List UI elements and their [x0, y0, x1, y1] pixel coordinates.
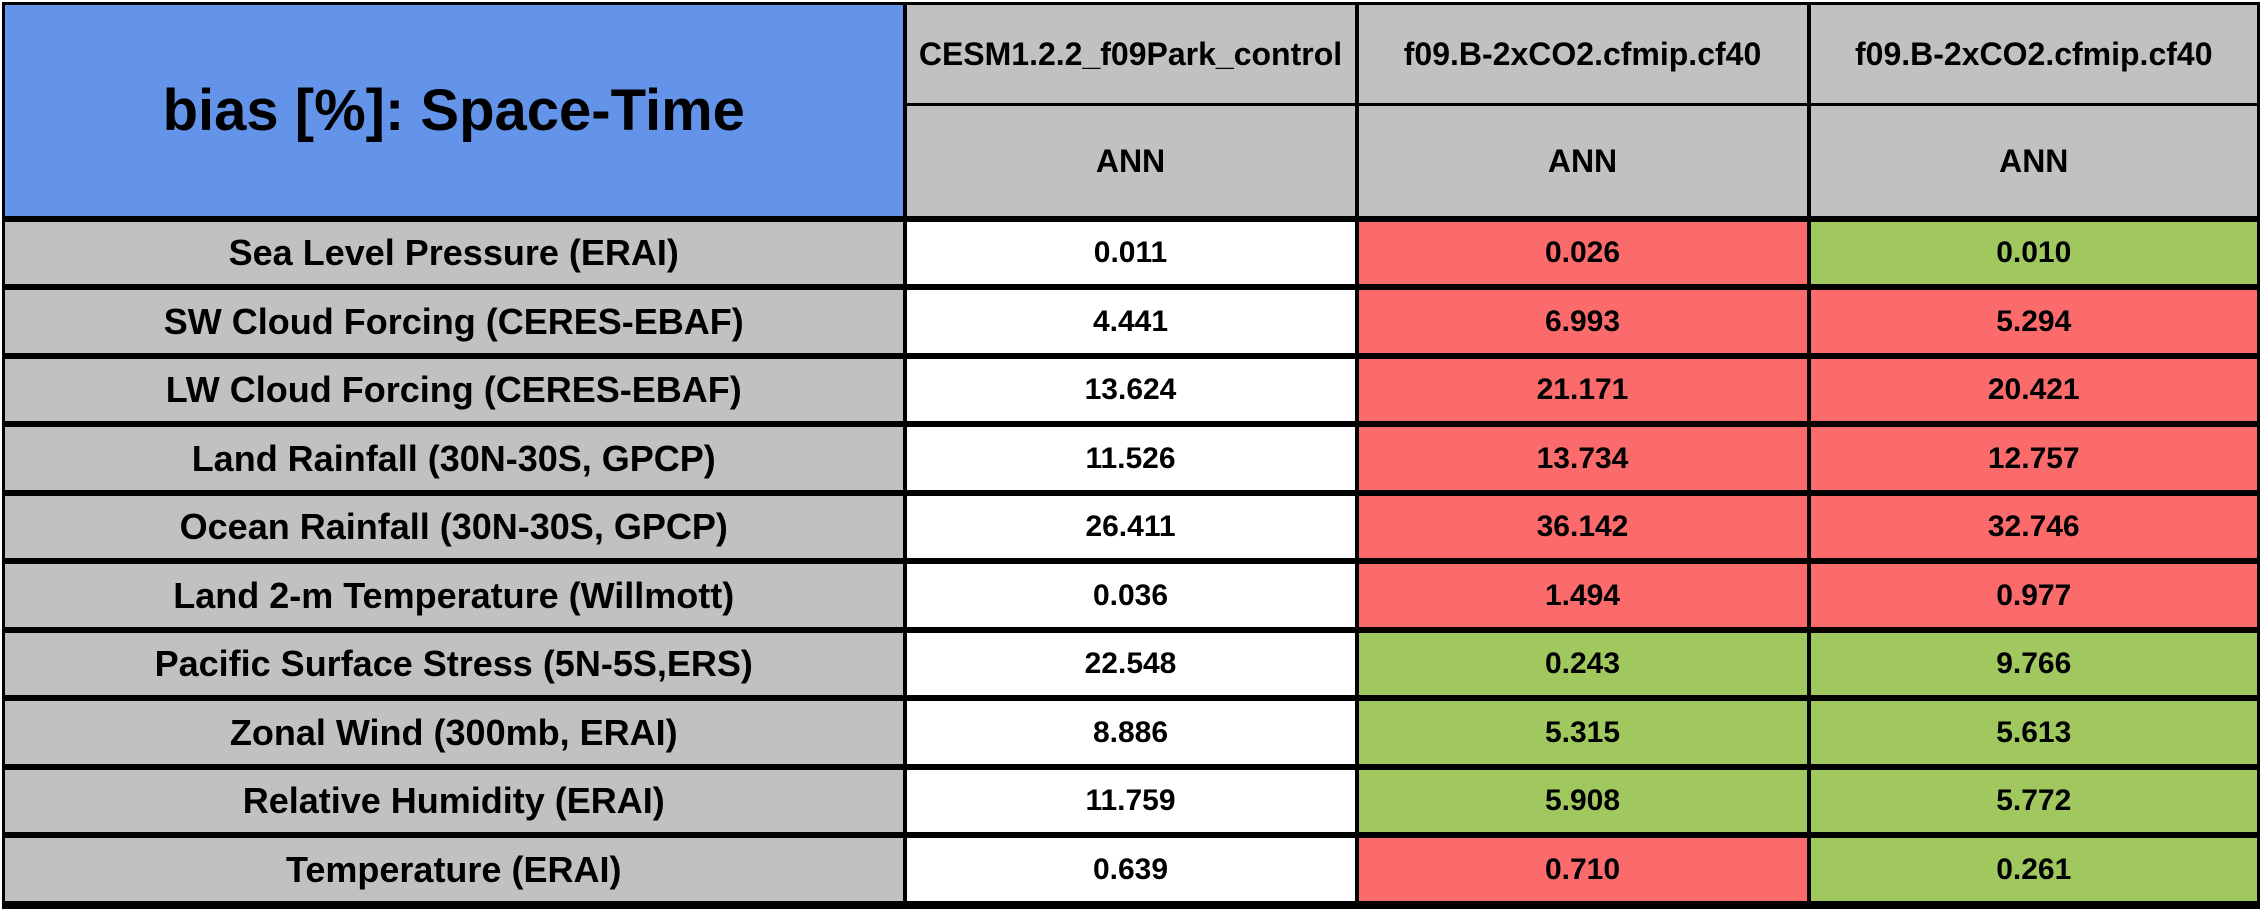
value-cell: 13.624 — [902, 352, 1359, 428]
table-row: Relative Humidity (ERAI) 11.759 5.908 5.… — [2, 763, 2260, 839]
value-cell: 5.294 — [1806, 284, 2260, 359]
table-row: LW Cloud Forcing (CERES-EBAF) 13.624 21.… — [2, 352, 2260, 428]
row-label: Pacific Surface Stress (5N-5S,ERS) — [2, 626, 907, 702]
value-cell: 0.026 — [1354, 215, 1811, 291]
column-header-model-2: f09.B-2xCO2.cfmip.cf40 — [1354, 2, 1811, 106]
row-label: Ocean Rainfall (30N-30S, GPCP) — [2, 489, 907, 565]
value-cell: 4.441 — [902, 284, 1359, 359]
column-header-season-1: ANN — [902, 103, 1359, 222]
value-cell: 0.977 — [1806, 558, 2260, 633]
value-cell: 5.772 — [1806, 763, 2260, 839]
value-cell: 12.757 — [1806, 421, 2260, 496]
row-label: Relative Humidity (ERAI) — [2, 763, 907, 839]
value-cell: 0.243 — [1354, 626, 1811, 702]
row-label: LW Cloud Forcing (CERES-EBAF) — [2, 352, 907, 428]
value-cell: 0.011 — [902, 215, 1359, 291]
row-label: Temperature (ERAI) — [2, 832, 907, 909]
table-row: Sea Level Pressure (ERAI) 0.011 0.026 0.… — [2, 215, 2260, 291]
value-cell: 5.908 — [1354, 763, 1811, 839]
row-label: Sea Level Pressure (ERAI) — [2, 215, 907, 291]
value-cell: 8.886 — [902, 695, 1359, 770]
column-header-model-3: f09.B-2xCO2.cfmip.cf40 — [1806, 2, 2260, 106]
table-row: Land 2-m Temperature (Willmott) 0.036 1.… — [2, 558, 2260, 633]
value-cell: 5.613 — [1806, 695, 2260, 770]
value-cell: 22.548 — [902, 626, 1359, 702]
value-cell: 0.639 — [902, 832, 1359, 909]
table-title: bias [%]: Space-Time — [2, 2, 907, 222]
value-cell: 36.142 — [1354, 489, 1811, 565]
value-cell: 0.036 — [902, 558, 1359, 633]
value-cell: 1.494 — [1354, 558, 1811, 633]
value-cell: 5.315 — [1354, 695, 1811, 770]
value-cell: 32.746 — [1806, 489, 2260, 565]
value-cell: 0.261 — [1806, 832, 2260, 909]
table-body: Sea Level Pressure (ERAI) 0.011 0.026 0.… — [2, 215, 2260, 909]
row-label: Land Rainfall (30N-30S, GPCP) — [2, 421, 907, 496]
value-cell: 21.171 — [1354, 352, 1811, 428]
column-header-season-3: ANN — [1806, 103, 2260, 222]
table-row: Land Rainfall (30N-30S, GPCP) 11.526 13.… — [2, 421, 2260, 496]
column-header-season-2: ANN — [1354, 103, 1811, 222]
column-header-model-1: CESM1.2.2_f09Park_control — [902, 2, 1359, 106]
table-row: SW Cloud Forcing (CERES-EBAF) 4.441 6.99… — [2, 284, 2260, 359]
value-cell: 0.710 — [1354, 832, 1811, 909]
value-cell: 6.993 — [1354, 284, 1811, 359]
value-cell: 13.734 — [1354, 421, 1811, 496]
value-cell: 20.421 — [1806, 352, 2260, 428]
row-label: Land 2-m Temperature (Willmott) — [2, 558, 907, 633]
value-cell: 26.411 — [902, 489, 1359, 565]
model-header-row: bias [%]: Space-Time CESM1.2.2_f09Park_c… — [2, 2, 2260, 222]
table-row: Ocean Rainfall (30N-30S, GPCP) 26.411 36… — [2, 489, 2260, 565]
row-label: Zonal Wind (300mb, ERAI) — [2, 695, 907, 770]
value-cell: 9.766 — [1806, 626, 2260, 702]
value-cell: 11.759 — [902, 763, 1359, 839]
season-header-row: ANN ANN ANN — [4, 103, 2260, 222]
value-cell: 0.010 — [1806, 215, 2260, 291]
value-cell: 11.526 — [902, 421, 1359, 496]
table-row: Pacific Surface Stress (5N-5S,ERS) 22.54… — [2, 626, 2260, 702]
row-label: SW Cloud Forcing (CERES-EBAF) — [2, 284, 907, 359]
table-row: Temperature (ERAI) 0.639 0.710 0.261 — [2, 832, 2260, 909]
table-row: Zonal Wind (300mb, ERAI) 8.886 5.315 5.6… — [2, 695, 2260, 770]
